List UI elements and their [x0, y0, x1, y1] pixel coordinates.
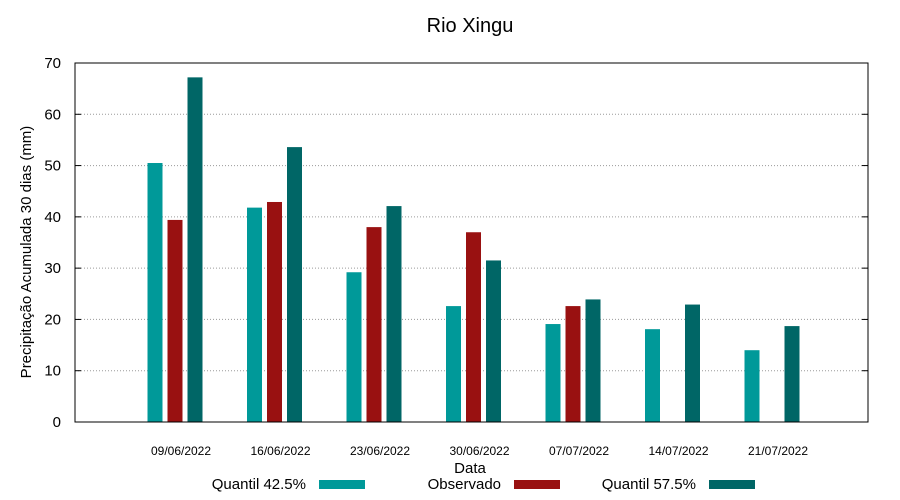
bar	[565, 306, 581, 422]
bar	[167, 219, 183, 422]
legend: Quantil 42.5% Observado Quantil 57.5%	[212, 476, 755, 493]
bar	[466, 232, 481, 422]
x-tick-label: 23/06/2022	[350, 444, 410, 458]
legend-swatch	[319, 480, 365, 489]
bar	[346, 272, 362, 422]
plot-frame	[74, 62, 869, 423]
y-tick-label: 30	[44, 260, 61, 277]
x-tick-label: 16/06/2022	[250, 444, 310, 458]
bar	[446, 306, 461, 422]
y-tick-label: 0	[53, 414, 61, 431]
x-axis-ticks: 09/06/2022 16/06/2022 23/06/2022 30/06/2022…	[151, 444, 808, 458]
x-tick-label: 14/07/2022	[648, 444, 708, 458]
legend-swatch	[709, 480, 755, 489]
y-tick-label: 20	[44, 311, 61, 328]
bar	[685, 304, 700, 422]
x-tick-label: 30/06/2022	[449, 444, 509, 458]
x-axis-label: Data	[454, 460, 486, 477]
bar	[784, 326, 800, 422]
x-tick-label: 21/07/2022	[748, 444, 808, 458]
y-axis-ticks: 0 10 20 30 40 50 60 70	[44, 55, 868, 431]
bar	[247, 207, 262, 422]
legend-label: Observado	[428, 476, 501, 493]
y-tick-label: 10	[44, 363, 61, 380]
bar	[287, 147, 302, 422]
y-tick-label: 70	[44, 55, 61, 72]
y-tick-label: 60	[44, 106, 61, 123]
bar	[744, 350, 760, 422]
bars	[147, 77, 800, 423]
bar	[267, 201, 282, 422]
bar	[386, 206, 402, 422]
y-axis-label: Precipitação Acumulada 30 dias (mm)	[18, 126, 35, 379]
bar	[486, 260, 501, 422]
legend-label: Quantil 42.5%	[212, 476, 306, 493]
legend-swatch	[514, 480, 560, 489]
bar	[366, 227, 382, 422]
y-tick-label: 50	[44, 158, 61, 175]
chart-title: Rio Xingu	[427, 15, 514, 37]
bar	[187, 77, 203, 423]
bar	[147, 163, 163, 422]
legend-label: Quantil 57.5%	[602, 476, 696, 493]
bar	[545, 324, 561, 422]
x-tick-label: 07/07/2022	[549, 444, 609, 458]
bar	[645, 329, 660, 422]
x-tick-label: 09/06/2022	[151, 444, 211, 458]
bar	[585, 299, 601, 422]
y-tick-label: 40	[44, 209, 61, 226]
